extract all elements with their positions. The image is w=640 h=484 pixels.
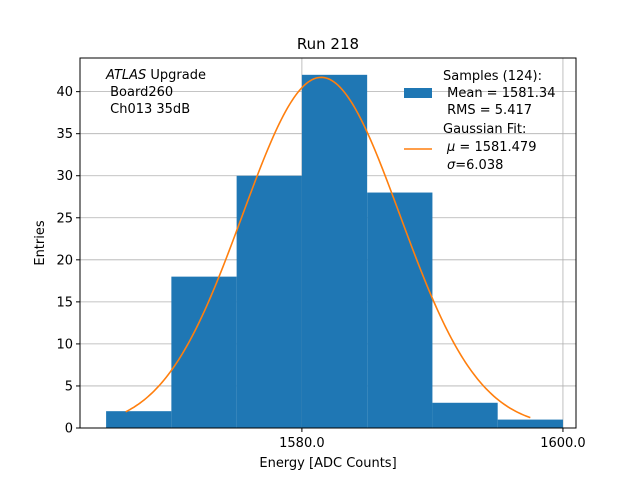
legend-samples-rms: RMS = 5.417 xyxy=(443,103,532,118)
histogram-bar xyxy=(171,276,237,428)
y-tick-label: 30 xyxy=(56,169,73,184)
gaussian-fit-curve xyxy=(125,76,531,419)
annotation-upgrade: Upgrade xyxy=(146,68,206,83)
y-tick-label: 5 xyxy=(65,379,73,394)
legend-samples-mean: Mean = 1581.34 xyxy=(443,86,555,101)
legend-samples-title: Samples (124): xyxy=(443,69,542,84)
y-tick-label: 40 xyxy=(56,85,73,100)
plot-frame xyxy=(79,57,577,429)
legend-fit-title: Gaussian Fit: xyxy=(443,122,526,137)
histogram-bar xyxy=(106,411,172,428)
bars-layer xyxy=(106,74,563,429)
y-tick-label: 10 xyxy=(56,337,73,352)
annotation-line-1: ATLAS Upgrade xyxy=(105,68,206,83)
legend-mu-symbol: μ xyxy=(446,140,455,155)
annotation-box: ATLAS Upgrade Board260 Ch013 35dB xyxy=(105,68,206,117)
y-tick-label: 25 xyxy=(56,211,73,226)
annotation-line-2: Board260 xyxy=(106,85,173,100)
legend-fit-sigma: σ=6.038 xyxy=(447,158,503,173)
y-tick-label: 15 xyxy=(56,295,73,310)
chart-title: Run 218 xyxy=(297,35,359,53)
histogram-bar xyxy=(236,175,302,428)
legend-fit-mu: μ = 1581.479 xyxy=(446,140,536,155)
legend-mu-value: = 1581.479 xyxy=(455,140,536,155)
histogram-bar xyxy=(367,192,433,428)
legend: Samples (124): Mean = 1581.34 RMS = 5.41… xyxy=(404,69,555,173)
annotation-atlas: ATLAS xyxy=(105,68,146,83)
y-axis-label: Entries xyxy=(33,220,48,266)
fit-layer xyxy=(125,76,531,419)
legend-sigma-symbol: σ xyxy=(447,158,456,173)
ticks-layer: 0 5 10 15 20 25 30 35 40 1580.0 1600.0 xyxy=(56,85,585,451)
y-tick-label: 20 xyxy=(56,253,73,268)
legend-sigma-value: =6.038 xyxy=(455,158,503,173)
y-tick-label: 35 xyxy=(56,127,73,142)
annotation-line-3: Ch013 35dB xyxy=(106,102,190,117)
legend-samples-swatch xyxy=(404,88,432,98)
x-tick-label: 1580.0 xyxy=(279,436,325,451)
histogram-bar xyxy=(301,74,368,429)
y-tick-label: 0 xyxy=(65,422,73,437)
x-tick-label: 1600.0 xyxy=(540,436,586,451)
x-axis-label: Energy [ADC Counts] xyxy=(259,456,396,471)
histogram-bar xyxy=(432,402,498,428)
histogram-bar xyxy=(497,419,563,428)
